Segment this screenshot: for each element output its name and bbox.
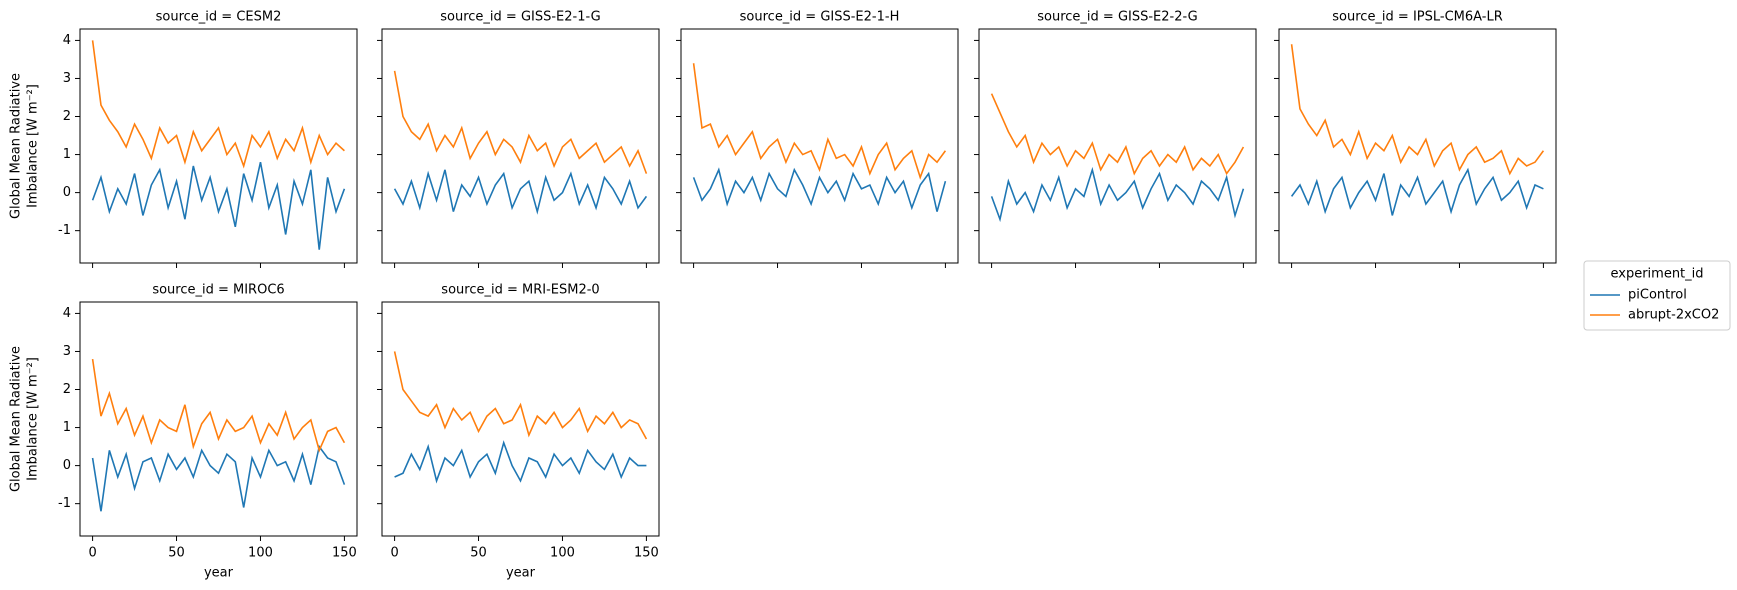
x-tick-label: 100	[248, 546, 273, 561]
legend-label: abrupt-2xCO2	[1628, 308, 1719, 323]
y-tick-label: -1	[58, 223, 71, 238]
y-tick-label: 4	[63, 33, 71, 48]
plot-frame	[1278, 28, 1557, 264]
panel-title: source_id = IPSL-CM6A-LR	[1332, 10, 1502, 25]
x-tick-label: 0	[390, 546, 398, 561]
y-tick-label: 1	[63, 147, 71, 162]
y-axis-label: Imbalance [W m⁻²]	[26, 84, 41, 208]
panel-title: source_id = GISS-E2-2-G	[1037, 10, 1197, 25]
panel-title: source_id = MIROC6	[152, 283, 284, 298]
series-line	[91, 444, 346, 512]
plot-frame	[381, 301, 660, 537]
plot-frame	[680, 28, 959, 264]
series-line	[692, 63, 947, 180]
series-line	[91, 40, 345, 169]
y-tick-label: 0	[63, 458, 71, 473]
legend-label: piControl	[1628, 288, 1687, 303]
plot-frame	[79, 28, 358, 264]
x-axis-label: year	[204, 566, 234, 581]
series-line	[393, 169, 648, 215]
x-tick-label: 150	[634, 546, 659, 561]
y-axis-label: Global Mean Radiative	[9, 346, 24, 492]
series-line	[394, 440, 647, 484]
legend-box	[1583, 260, 1731, 331]
plot-frame	[79, 301, 358, 537]
series-line	[990, 166, 1245, 223]
series-line	[393, 351, 648, 440]
y-tick-label: 4	[63, 306, 71, 321]
y-tick-label: 3	[63, 344, 71, 359]
series-line	[91, 161, 346, 250]
series-line	[692, 167, 947, 212]
x-tick-label: 50	[470, 546, 487, 561]
panel-title: source_id = GISS-E2-1-G	[440, 10, 600, 25]
x-tick-label: 150	[332, 546, 357, 561]
panel-title: source_id = GISS-E2-1-H	[740, 10, 900, 25]
x-axis-label: year	[506, 566, 536, 581]
y-tick-label: 1	[63, 420, 71, 435]
y-tick-label: 0	[63, 185, 71, 200]
x-tick-label: 0	[88, 546, 96, 561]
series-line	[1290, 167, 1544, 216]
legend-title: experiment_id	[1610, 267, 1703, 282]
panel-title: source_id = CESM2	[156, 10, 282, 25]
series-line	[393, 70, 648, 174]
x-tick-label: 50	[168, 546, 185, 561]
panel-title: source_id = MRI-ESM2-0	[441, 283, 599, 298]
plot-frame	[978, 28, 1257, 264]
x-tick-label: 100	[550, 546, 575, 561]
y-tick-label: -1	[58, 496, 71, 511]
series-line	[91, 358, 346, 453]
y-tick-label: 2	[63, 382, 71, 397]
y-tick-label: 3	[63, 71, 71, 86]
y-tick-label: 2	[63, 109, 71, 124]
series-line	[990, 93, 1245, 176]
series-line	[1290, 44, 1545, 176]
y-axis-label: Global Mean Radiative	[9, 73, 24, 219]
y-axis-label: Imbalance [W m⁻²]	[26, 357, 41, 481]
plot-frame	[381, 28, 660, 264]
